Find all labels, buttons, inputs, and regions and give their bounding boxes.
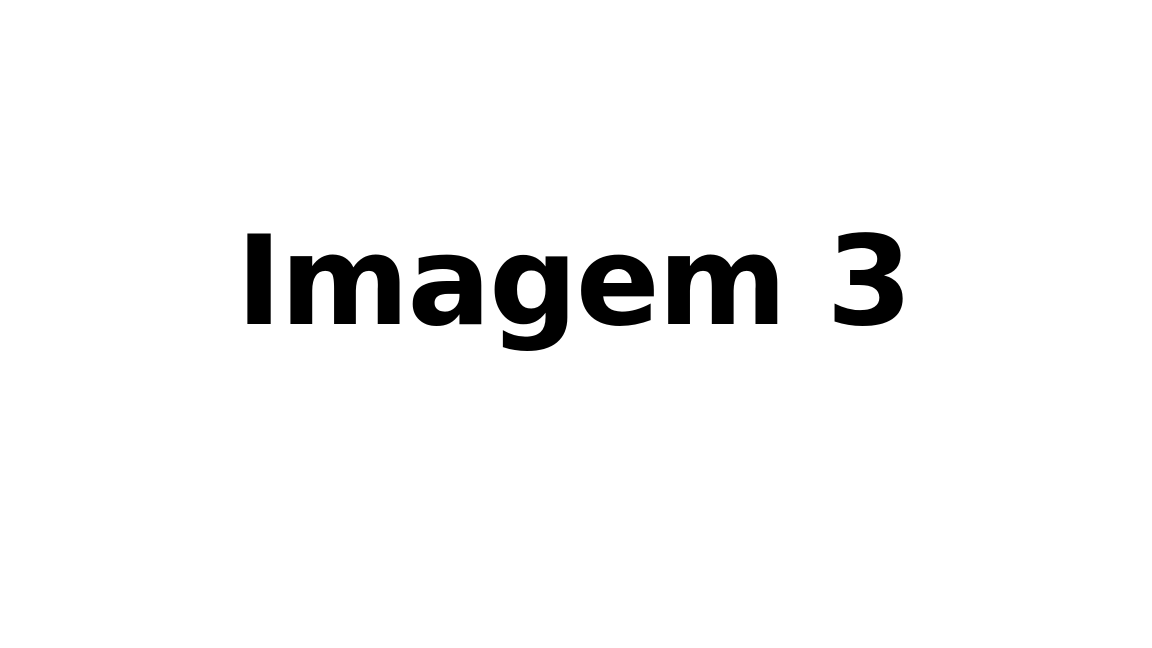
slide-title: Imagem 3 — [236, 210, 913, 354]
